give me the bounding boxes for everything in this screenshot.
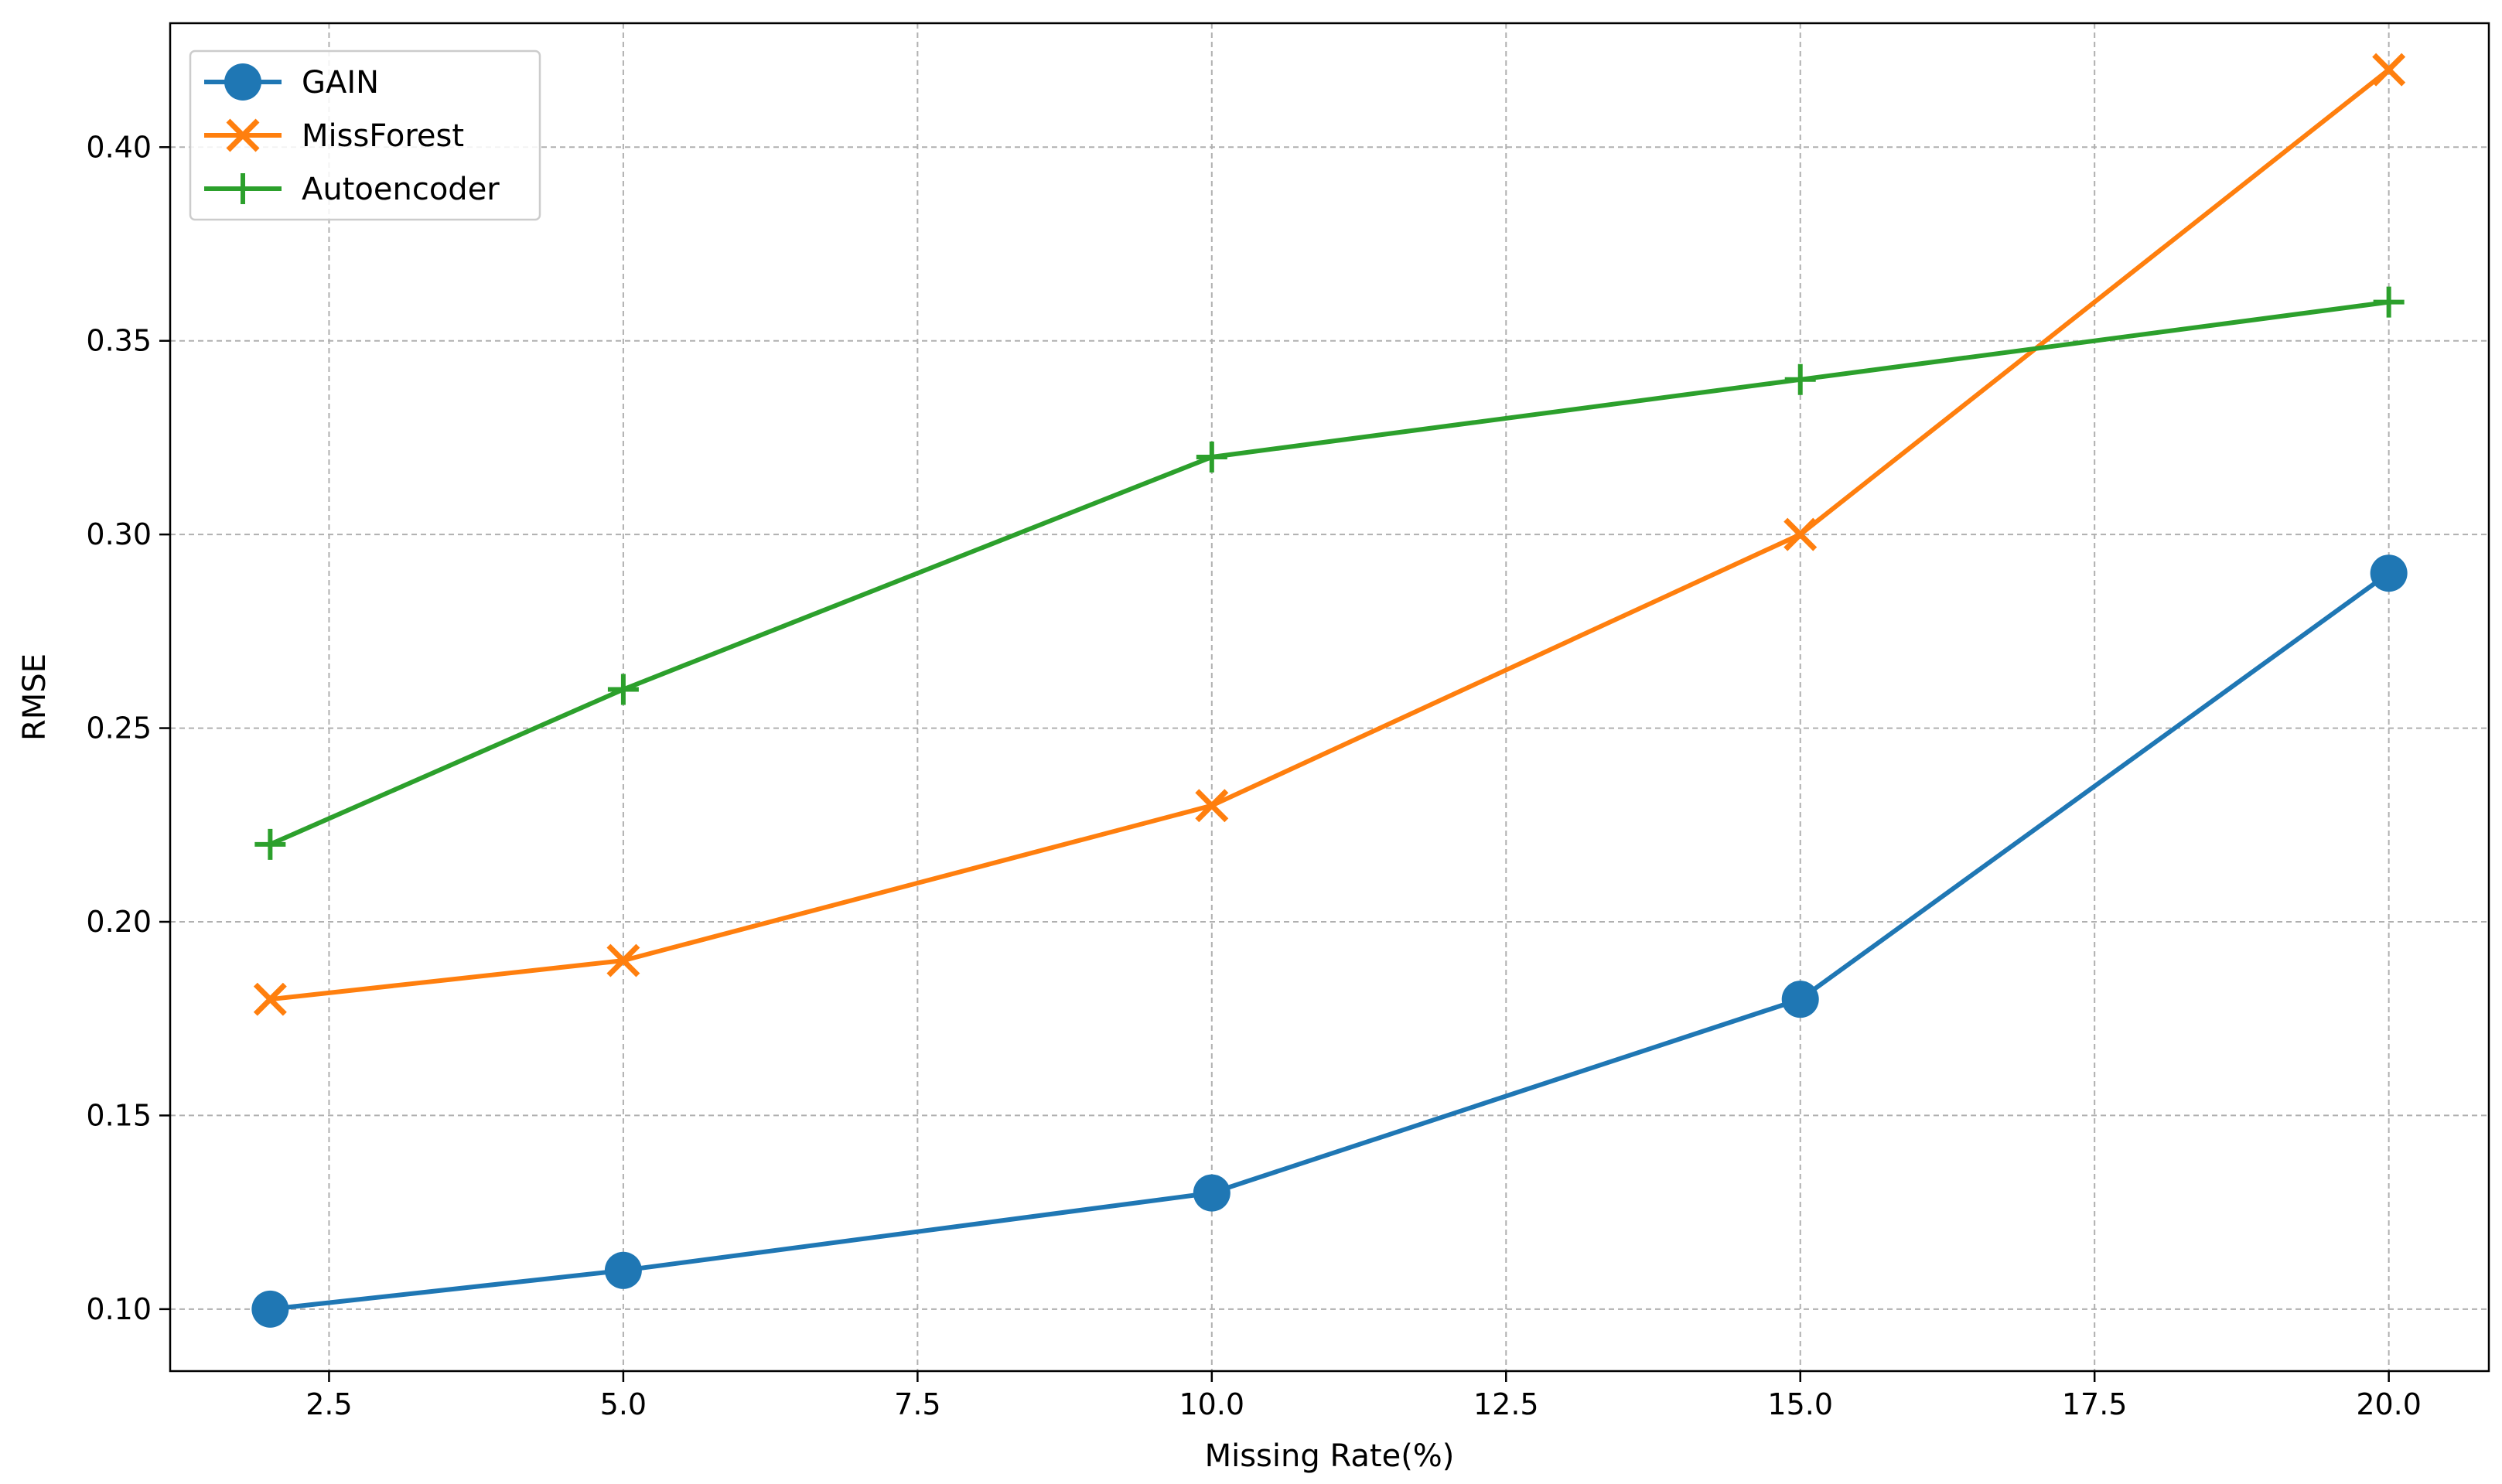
legend-label: MissForest bbox=[302, 118, 464, 154]
y-axis-ticks: 0.10 0.15 0.20 0.25 0.30 0.35 0.40 bbox=[86, 130, 170, 1326]
x-axis-ticks: 2.5 5.0 7.5 10.0 12.5 15.0 17.5 20.0 bbox=[305, 1371, 2422, 1421]
x-tick-label: 12.5 bbox=[1473, 1387, 1539, 1421]
y-tick-label: 0.30 bbox=[86, 517, 152, 551]
circle-marker bbox=[1781, 981, 1819, 1018]
x-axis-label: Missing Rate(%) bbox=[1205, 1438, 1455, 1474]
series-gain bbox=[251, 554, 2408, 1328]
plus-marker bbox=[1784, 363, 1816, 395]
y-tick-label: 0.20 bbox=[86, 905, 152, 939]
y-tick-label: 0.25 bbox=[86, 711, 152, 745]
x-marker bbox=[1195, 789, 1229, 823]
legend-item: MissForest bbox=[204, 118, 464, 154]
circle-marker bbox=[2370, 554, 2408, 592]
y-tick-label: 0.15 bbox=[86, 1098, 152, 1132]
x-tick-label: 10.0 bbox=[1179, 1387, 1245, 1421]
y-tick-label: 0.40 bbox=[86, 130, 152, 164]
circle-marker bbox=[604, 1251, 642, 1289]
plus-marker bbox=[227, 173, 258, 204]
x-tick-label: 20.0 bbox=[2356, 1387, 2422, 1421]
y-tick-label: 0.10 bbox=[86, 1292, 152, 1326]
legend-item: GAIN bbox=[204, 63, 379, 101]
legend-label: GAIN bbox=[302, 65, 379, 101]
plus-marker bbox=[607, 674, 639, 705]
y-axis-label: RMSE bbox=[17, 653, 53, 741]
legend-label: Autoencoder bbox=[302, 172, 500, 207]
legend-box bbox=[189, 49, 541, 221]
y-tick-label: 0.35 bbox=[86, 324, 152, 358]
series-group bbox=[251, 53, 2408, 1328]
x-tick-label: 17.5 bbox=[2062, 1387, 2128, 1421]
plot-frame bbox=[169, 22, 2490, 1373]
x-marker bbox=[2372, 53, 2406, 87]
x-marker bbox=[1783, 517, 1818, 551]
circle-marker bbox=[224, 63, 261, 101]
circle-marker bbox=[251, 1290, 289, 1328]
plus-marker bbox=[254, 828, 286, 860]
legend: GAIN MissForest Autoencoder bbox=[189, 49, 541, 221]
legend-item: Autoencoder bbox=[204, 172, 500, 207]
x-marker bbox=[606, 943, 640, 977]
x-tick-label: 7.5 bbox=[894, 1387, 940, 1421]
x-tick-label: 15.0 bbox=[1767, 1387, 1833, 1421]
series-missforest bbox=[253, 53, 2406, 1016]
series-line bbox=[270, 571, 2391, 1312]
series-autoencoder bbox=[254, 286, 2405, 860]
x-marker bbox=[226, 118, 260, 152]
series-line bbox=[269, 299, 2389, 847]
x-marker bbox=[253, 982, 287, 1016]
plus-marker bbox=[2373, 286, 2405, 318]
grid-lines bbox=[170, 23, 2489, 1371]
x-tick-label: 2.5 bbox=[305, 1387, 352, 1421]
plus-marker bbox=[1196, 441, 1227, 472]
x-tick-label: 5.0 bbox=[600, 1387, 647, 1421]
circle-marker bbox=[1193, 1174, 1231, 1212]
